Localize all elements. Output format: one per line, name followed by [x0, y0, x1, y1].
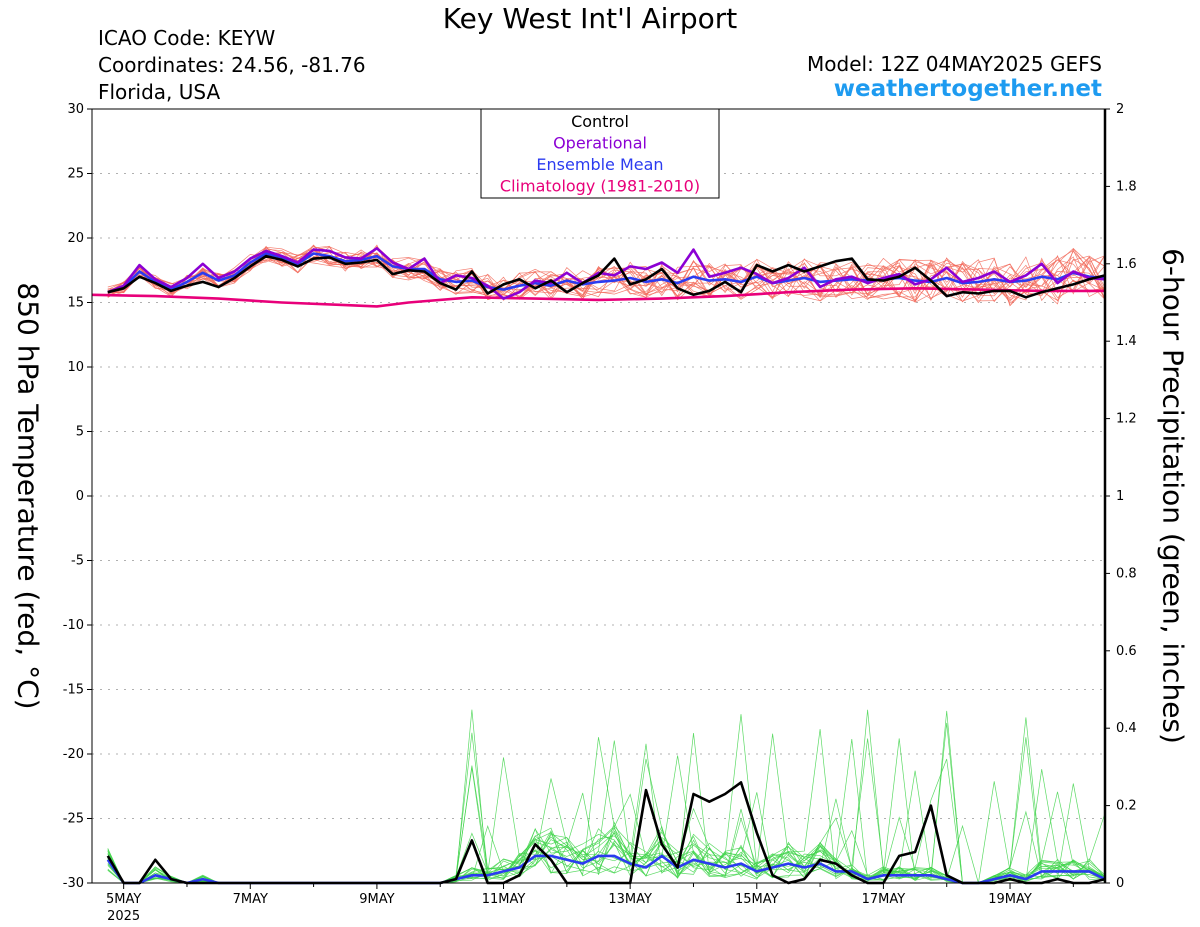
precip-member-line: [107, 758, 1106, 884]
right-tick-label: 0.8: [1116, 566, 1137, 581]
legend-entry-operational: Operational: [553, 134, 647, 153]
legend-box: [480, 108, 720, 199]
temperature-member-line: [107, 246, 1106, 302]
left-tick-label: -10: [63, 618, 84, 633]
chart-title: Key West Int'l Airport: [442, 2, 738, 35]
right-tick-label: 0: [1116, 876, 1124, 891]
climatology-temperature-line: [91, 287, 1105, 308]
operational-temperature-line: [107, 247, 1106, 300]
left-tick-label: 5: [76, 425, 84, 440]
axes-layer: 302520151050-5-10-15-20-25-3021.81.61.41…: [63, 102, 1137, 924]
left-tick-label: -20: [63, 747, 84, 762]
icao-code: ICAO Code: KEYW: [98, 26, 276, 50]
ensemble-members-layer: [107, 244, 1106, 884]
right-tick-label: 1.2: [1116, 412, 1137, 427]
x-tick-label: 5MAY: [106, 892, 141, 907]
ensemble-mean-temperature-line: [107, 252, 1106, 294]
left-tick-label: -25: [63, 812, 84, 827]
right-tick-label: 2: [1116, 102, 1124, 117]
left-tick-label: 15: [67, 296, 84, 311]
temperature-member-line: [107, 249, 1106, 304]
control-temperature-line: [107, 254, 1106, 299]
left-tick-label: 0: [76, 489, 84, 504]
left-tick-label: 10: [67, 360, 84, 375]
legend-entry-ensemble-mean: Ensemble Mean: [536, 155, 663, 174]
right-tick-label: 0.4: [1116, 721, 1137, 736]
location: Florida, USA: [98, 80, 221, 104]
precip-member-line: [107, 714, 1106, 884]
right-tick-label: 0.6: [1116, 644, 1137, 659]
x-tick-label: 11MAY: [482, 892, 526, 907]
site-link[interactable]: weathertogether.net: [833, 76, 1102, 102]
left-tick-label: 30: [67, 102, 84, 117]
coordinates: Coordinates: 24.56, -81.76: [98, 53, 366, 77]
x-tick-label: 9MAY: [359, 892, 394, 907]
right-tick-label: 1: [1116, 489, 1124, 504]
legend-entry-control: Control: [571, 112, 629, 131]
x-tick-label: 19MAY: [988, 892, 1032, 907]
precip-member-line: [107, 755, 1106, 884]
precip-member-line: [107, 758, 1106, 884]
x-tick-sublabel: 2025: [107, 909, 140, 924]
right-tick-label: 0.2: [1116, 799, 1137, 814]
right-tick-label: 1.8: [1116, 179, 1137, 194]
plot-frame: [91, 108, 1106, 884]
x-tick-label: 15MAY: [735, 892, 779, 907]
model-run: Model: 12Z 04MAY2025 GEFS: [807, 52, 1102, 76]
right-tick-label: 1.4: [1116, 334, 1137, 349]
left-tick-label: -5: [71, 554, 84, 569]
x-tick-label: 7MAY: [233, 892, 268, 907]
right-tick-label: 1.6: [1116, 257, 1137, 272]
x-tick-label: 17MAY: [862, 892, 906, 907]
left-tick-label: 20: [67, 231, 84, 246]
x-tick-label: 13MAY: [608, 892, 652, 907]
legend-entry-climatology: Climatology (1981-2010): [500, 177, 700, 196]
temperature-member-line: [107, 246, 1106, 301]
left-tick-label: -30: [63, 876, 84, 891]
left-tick-label: -15: [63, 683, 84, 698]
chart-legend: Control Operational Ensemble Mean Climatolo…: [480, 108, 720, 199]
left-tick-label: 25: [67, 167, 84, 182]
